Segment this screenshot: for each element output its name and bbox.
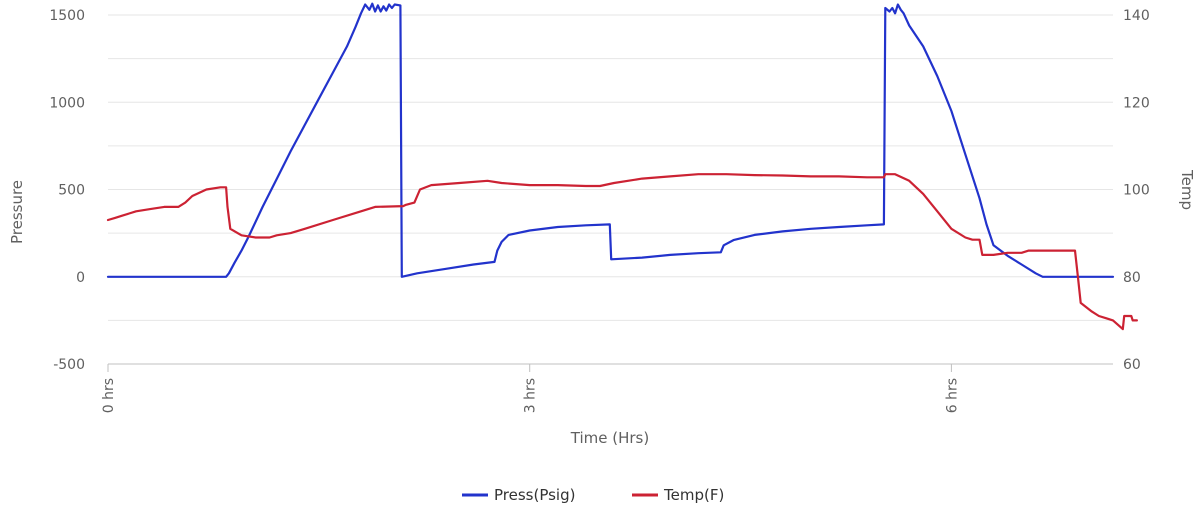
y-axis-title-right: Temp (1178, 169, 1196, 210)
series-line-press (106, 2, 1115, 278)
y-left-tick-label: 1000 (49, 95, 85, 111)
legend-label-temp: Temp(F) (663, 486, 724, 504)
y-axis-title-left: Pressure (8, 180, 26, 244)
x-tick-label: 0 hrs (101, 378, 117, 413)
series-lines (106, 2, 1138, 331)
y-right-tick-label: 80 (1123, 270, 1141, 286)
y-right-tick-label: 140 (1123, 8, 1150, 24)
y-left-tick-label: 1500 (49, 8, 85, 24)
legend-item-temp[interactable]: Temp(F) (632, 486, 724, 504)
y-right-tick-label: 60 (1123, 357, 1141, 373)
x-tick-label: 6 hrs (944, 378, 960, 413)
x-axis: 0 hrs 3 hrs 6 hrs (101, 364, 960, 413)
gridlines (108, 14, 1113, 365)
x-tick-label: 3 hrs (523, 378, 539, 413)
y-right-tick-label: 120 (1123, 95, 1150, 111)
x-axis-title: Time (Hrs) (570, 429, 649, 447)
legend[interactable]: Press(Psig) Temp(F) (462, 486, 724, 504)
legend-label-press: Press(Psig) (494, 486, 575, 504)
left-y-axis: -500 0 500 1000 1500 (49, 8, 85, 373)
right-y-axis: 60 80 100 120 140 (1123, 8, 1150, 373)
y-right-tick-label: 100 (1123, 183, 1150, 199)
legend-item-press[interactable]: Press(Psig) (462, 486, 575, 504)
series-line-temp (106, 173, 1138, 331)
y-left-tick-label: 500 (58, 183, 85, 199)
y-left-tick-label: -500 (53, 357, 85, 373)
y-left-tick-label: 0 (76, 270, 85, 286)
